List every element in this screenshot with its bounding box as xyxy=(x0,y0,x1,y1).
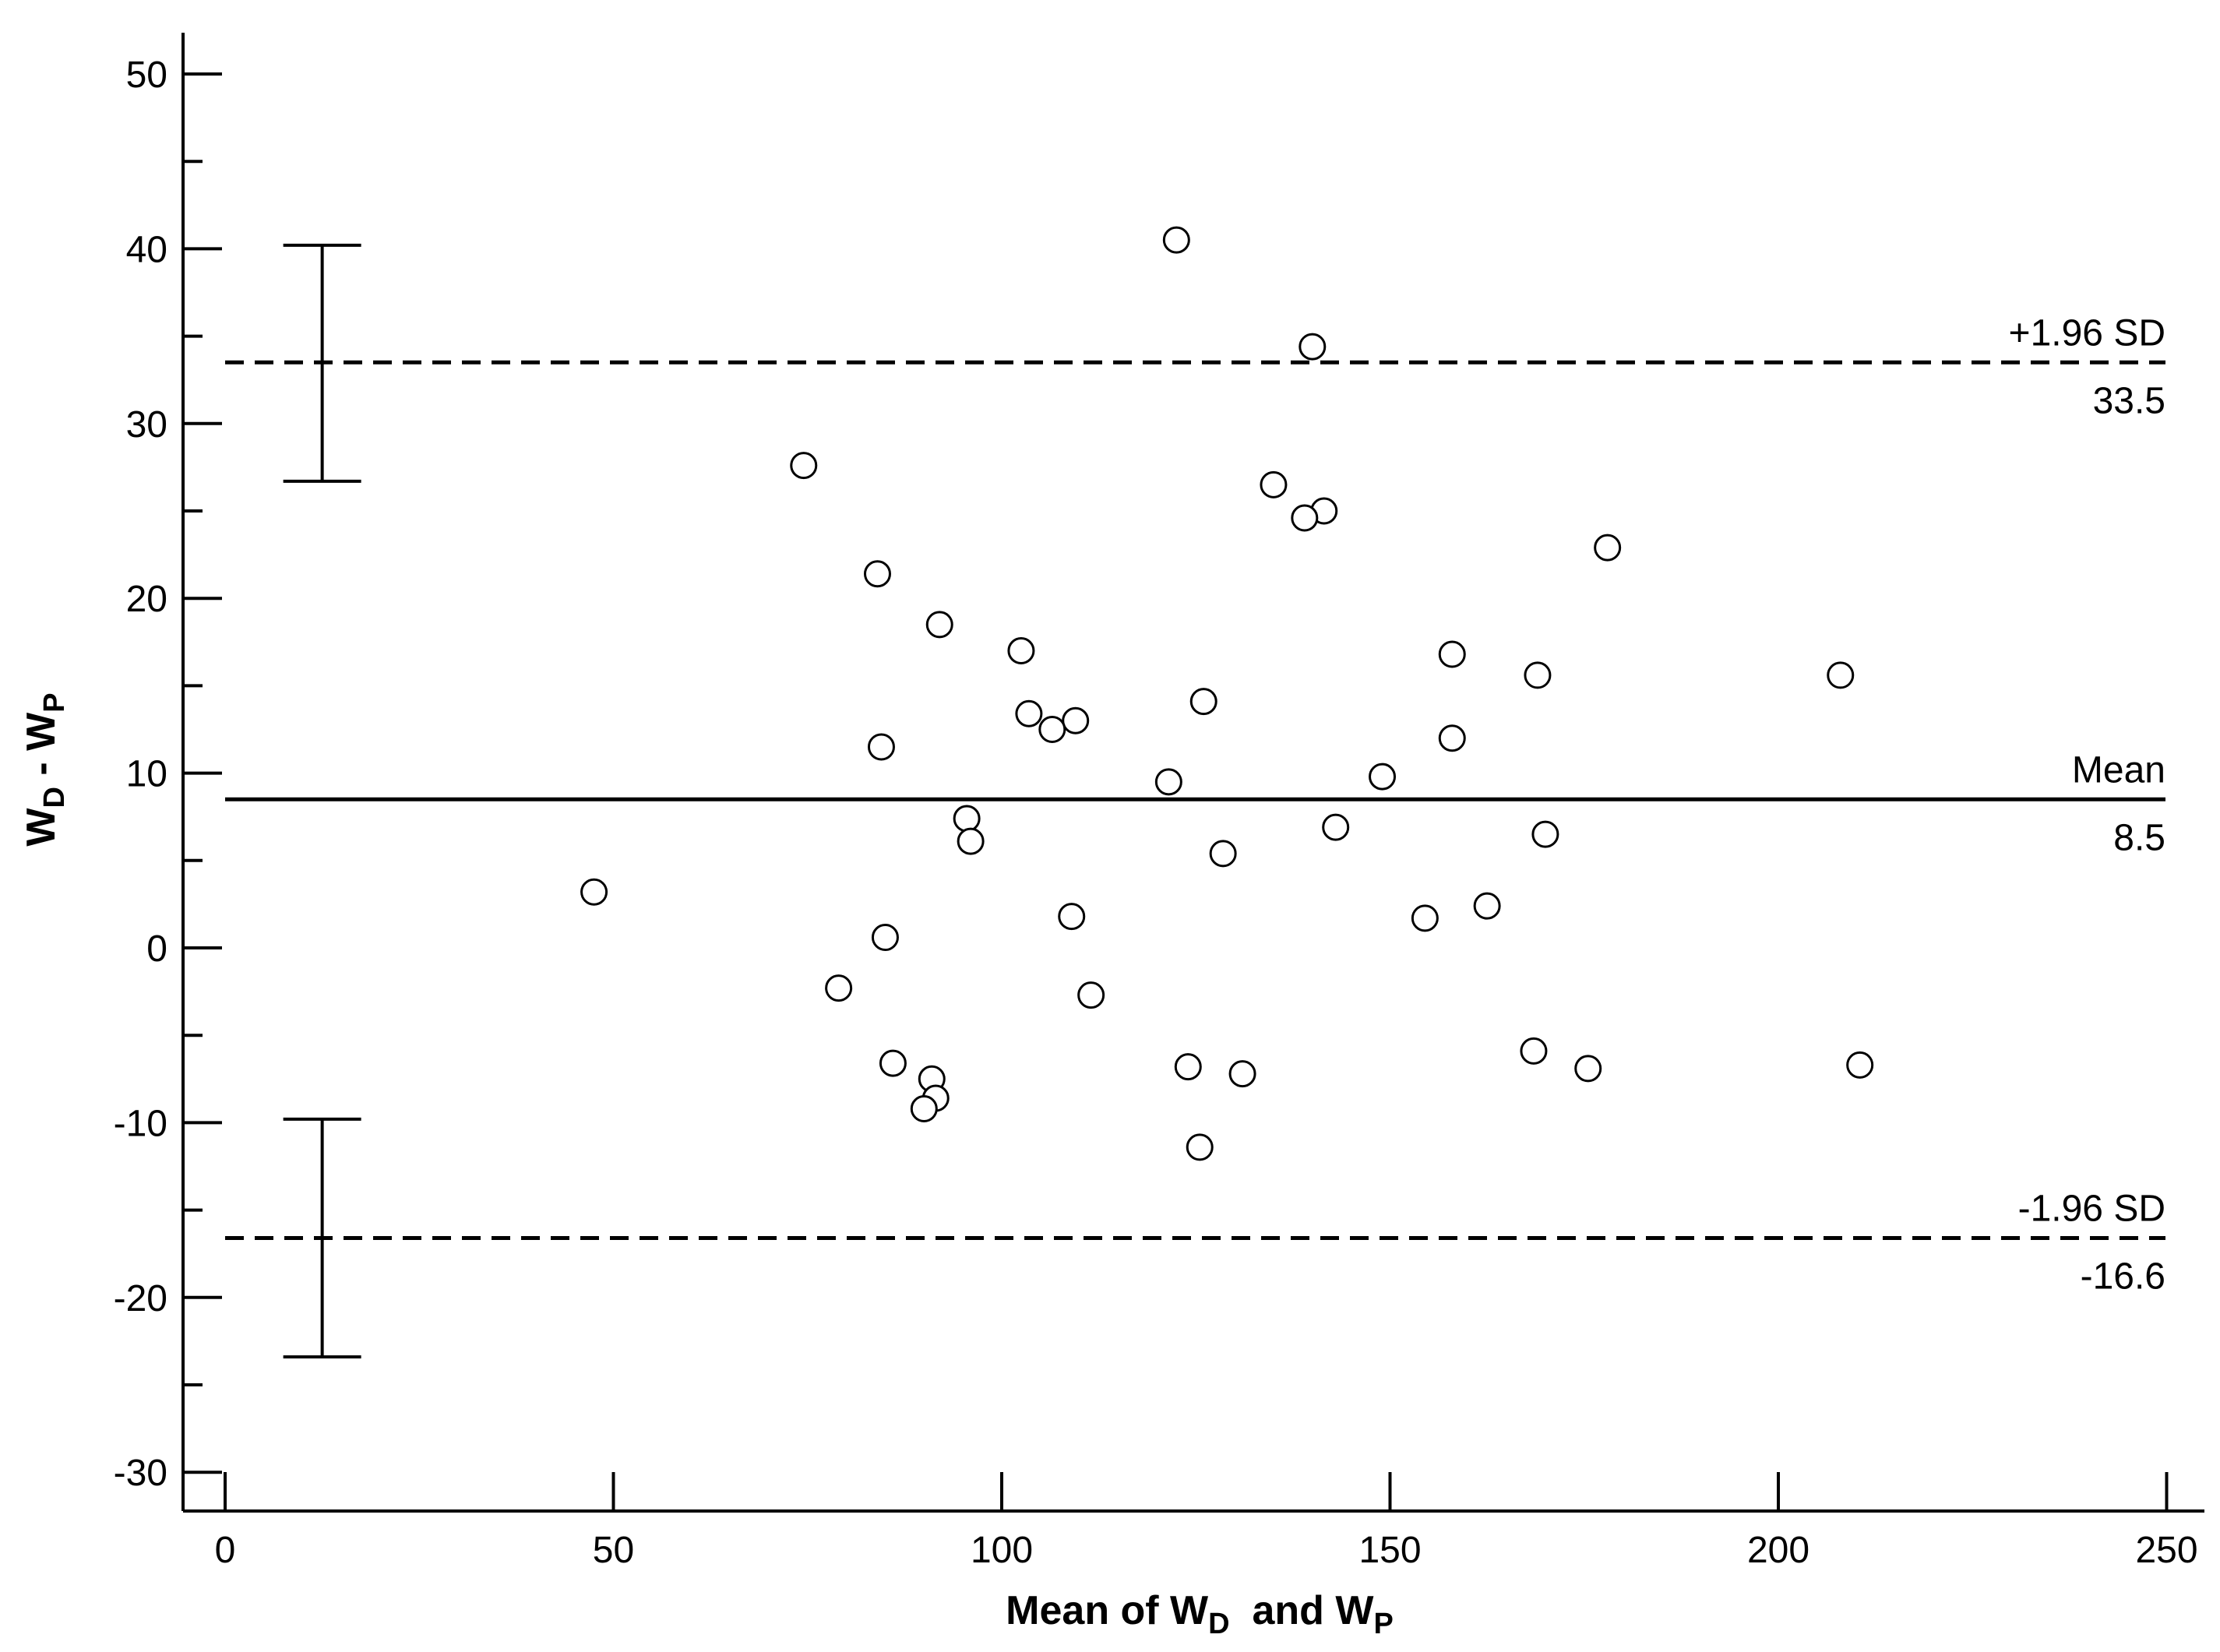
data-point xyxy=(863,560,891,588)
data-point xyxy=(580,878,608,906)
reference-line-value: 33.5 xyxy=(2093,380,2165,421)
x-tick-label: 0 xyxy=(215,1530,236,1571)
data-point xyxy=(1594,534,1622,562)
y-tick-label: 40 xyxy=(126,229,167,270)
data-point xyxy=(1291,504,1319,532)
data-point xyxy=(1411,904,1439,932)
y-tick-label: -10 xyxy=(114,1103,167,1144)
data-point xyxy=(867,733,895,761)
data-point xyxy=(957,827,985,855)
data-point xyxy=(1228,1060,1256,1088)
data-point xyxy=(1154,768,1182,796)
y-tick-label: 10 xyxy=(126,754,167,795)
data-point xyxy=(1186,1133,1214,1161)
y-tick-label: 50 xyxy=(126,55,167,96)
reference-line-name: +1.96 SD xyxy=(2009,312,2165,354)
data-point xyxy=(1174,1053,1202,1081)
data-point xyxy=(1062,706,1090,734)
data-point xyxy=(1058,903,1086,931)
data-point xyxy=(825,974,853,1002)
reference-line-value: 8.5 xyxy=(2113,817,2165,858)
data-point xyxy=(1369,763,1397,791)
data-point xyxy=(1007,637,1035,665)
x-tick-label: 100 xyxy=(971,1530,1033,1571)
data-point xyxy=(1322,813,1350,841)
data-point xyxy=(1520,1037,1548,1065)
y-tick-label: 20 xyxy=(126,579,167,620)
data-point xyxy=(1189,688,1217,716)
data-point xyxy=(1827,661,1855,689)
y-tick-label: -20 xyxy=(114,1278,167,1319)
reference-line-name: Mean xyxy=(2072,749,2165,791)
reference-line-name: -1.96 SD xyxy=(2018,1189,2165,1230)
data-point xyxy=(1299,333,1327,361)
data-point xyxy=(1038,716,1066,743)
data-point xyxy=(790,452,818,480)
data-point xyxy=(953,805,981,833)
data-point xyxy=(1209,840,1237,868)
data-point xyxy=(879,1049,907,1077)
data-point xyxy=(1524,661,1552,689)
x-axis-title: Mean of WD and WP xyxy=(1006,1588,1394,1640)
data-point xyxy=(1077,981,1105,1009)
data-point xyxy=(910,1094,938,1122)
data-point xyxy=(925,611,953,639)
confidence-interval-bars xyxy=(283,243,361,1359)
data-point xyxy=(1846,1051,1874,1079)
data-point xyxy=(1438,640,1466,668)
x-tick-label: 200 xyxy=(1747,1530,1809,1571)
data-point xyxy=(871,924,899,952)
data-point xyxy=(1015,699,1043,727)
data-point xyxy=(1162,226,1190,254)
y-tick-label: -30 xyxy=(114,1453,167,1494)
data-point xyxy=(1531,820,1559,848)
y-tick-label: 30 xyxy=(126,404,167,446)
reference-line-value: -16.6 xyxy=(2081,1256,2165,1298)
y-tick-label: 0 xyxy=(146,928,167,970)
reference-lines: +1.96 SD 33.5 Mean 8.5 -1.96 SD -16.6 xyxy=(225,312,2165,1298)
axes: -30 -20 -10 0 10 20 30 40 50 0 50 100 150 200 250 xyxy=(114,33,2204,1571)
y-axis-title: WD - WP xyxy=(19,692,71,846)
x-tick-label: 50 xyxy=(593,1530,634,1571)
x-tick-label: 150 xyxy=(1358,1530,1421,1571)
x-tick-label: 250 xyxy=(2135,1530,2197,1571)
data-point xyxy=(1438,724,1466,752)
data-point xyxy=(1260,470,1288,498)
data-point xyxy=(1473,892,1501,920)
data-point xyxy=(1574,1055,1602,1083)
data-points xyxy=(580,226,1874,1161)
